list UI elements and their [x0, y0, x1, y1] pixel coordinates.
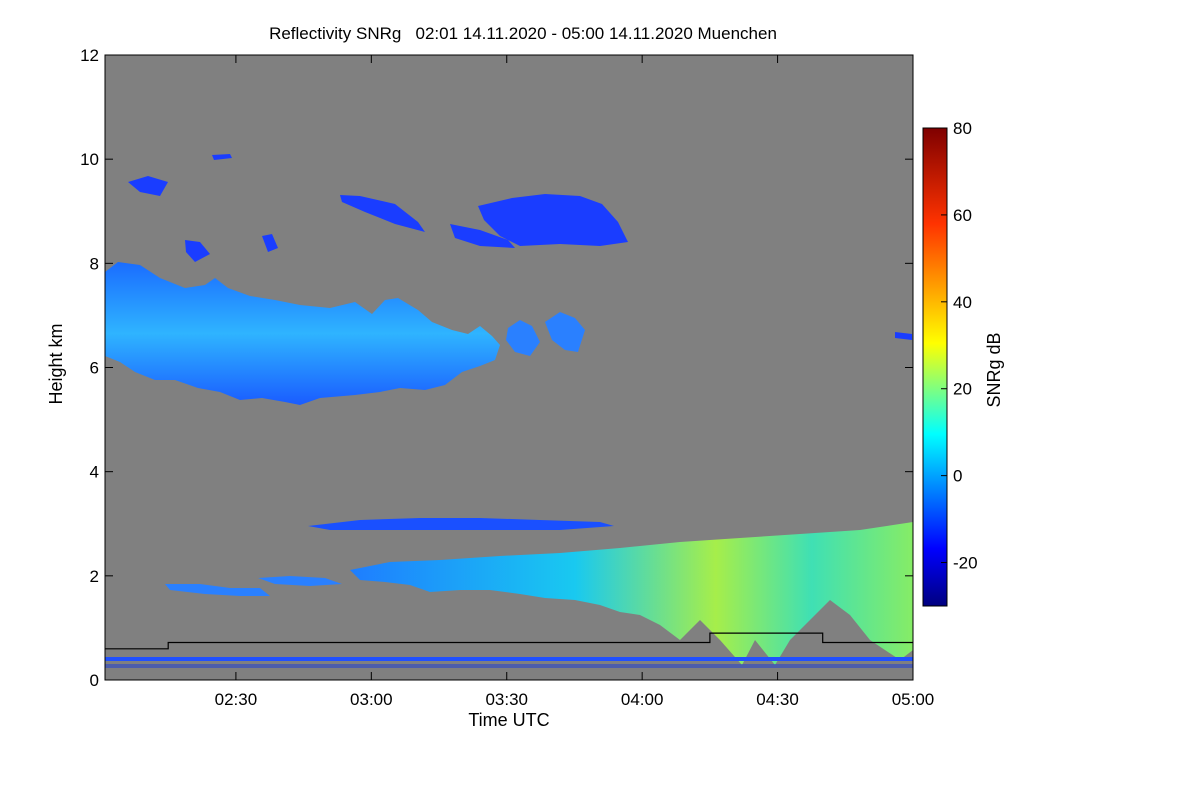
colorbar-tick-label: 20: [953, 380, 972, 399]
colorbar-tick-label: 40: [953, 293, 972, 312]
x-tick-label: 02:30: [215, 690, 258, 709]
x-tick-label: 04:00: [621, 690, 664, 709]
y-tick-label: 10: [80, 150, 99, 169]
x-tick-label: 03:00: [350, 690, 393, 709]
chart-title: Reflectivity SNRg 02:01 14.11.2020 - 05:…: [269, 24, 777, 43]
colorbar: [923, 128, 947, 606]
y-tick-label: 8: [90, 254, 99, 273]
y-tick-label: 2: [90, 567, 99, 586]
y-tick-label: 0: [90, 671, 99, 690]
colorbar-label: SNRg dB: [984, 332, 1004, 407]
echo-ground-speckle: [105, 664, 913, 668]
x-tick-label: 04:30: [756, 690, 799, 709]
colorbar-tick-label: 60: [953, 206, 972, 225]
colorbar-tick-label: 0: [953, 467, 962, 486]
y-tick-label: 6: [90, 359, 99, 378]
y-axis-label: Height km: [46, 323, 66, 404]
colorbar-tick-label: -20: [953, 554, 978, 573]
x-axis-label: Time UTC: [468, 710, 549, 730]
y-tick-label: 4: [90, 463, 99, 482]
colorbar-tick-label: 80: [953, 119, 972, 138]
x-tick-label: 05:00: [892, 690, 935, 709]
y-tick-label: 12: [80, 46, 99, 65]
echo-ground-band: [105, 657, 913, 661]
x-tick-label: 03:30: [485, 690, 528, 709]
